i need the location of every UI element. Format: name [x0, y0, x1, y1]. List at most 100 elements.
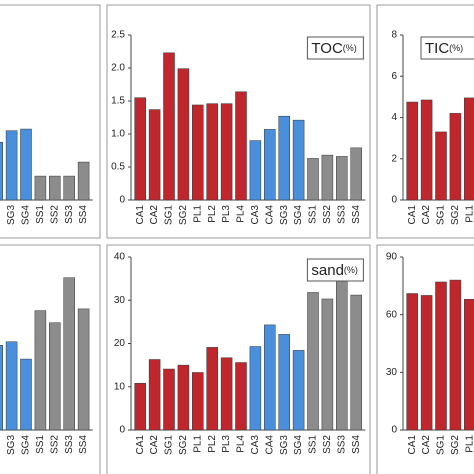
bar — [5, 341, 18, 431]
bar — [192, 104, 204, 201]
title-text: TIC — [425, 40, 449, 57]
x-tick-label: SS2 — [322, 435, 333, 454]
bar — [336, 271, 348, 431]
title-unit: (%) — [343, 43, 357, 53]
x-tick-label: SS3 — [336, 205, 347, 224]
x-tick-label: SS4 — [351, 435, 362, 454]
bar — [77, 161, 90, 201]
x-tick-label: CA1 — [135, 435, 146, 455]
x-tick-label: CA1 — [135, 205, 146, 225]
panel-frame — [106, 244, 371, 474]
x-tick-label: SS1 — [35, 205, 46, 224]
bar — [206, 103, 218, 201]
bar — [336, 156, 348, 201]
bar — [435, 131, 447, 201]
y-tick-label: 4 — [391, 112, 397, 123]
bar — [278, 334, 290, 431]
y-tick-label: 20 — [114, 338, 126, 349]
bar — [420, 295, 433, 431]
bar — [449, 279, 462, 431]
x-tick-label: CA2 — [149, 435, 160, 455]
y-tick-label: 1.0 — [111, 129, 125, 140]
x-tick-label: CA2 — [421, 435, 432, 455]
x-tick-label: SS1 — [35, 435, 46, 454]
x-tick-label: CA1 — [407, 435, 418, 455]
bar — [163, 52, 175, 201]
bar — [350, 294, 362, 431]
x-tick-label: SG3 — [6, 435, 17, 455]
y-tick-label: 2.0 — [111, 63, 125, 74]
x-tick-label: SS2 — [49, 205, 60, 224]
y-tick-label: 30 — [386, 367, 398, 378]
x-tick-label: PL2 — [207, 435, 218, 453]
y-tick-label: 6 — [391, 71, 397, 82]
bar — [20, 358, 32, 431]
bar — [134, 97, 146, 201]
y-tick-label: 0 — [391, 425, 397, 436]
x-tick-label: SG2 — [178, 435, 189, 455]
x-tick-label: SG2 — [450, 205, 461, 225]
bar — [406, 293, 418, 431]
x-tick-label: PL4 — [236, 435, 247, 453]
x-tick-label: SS4 — [78, 205, 89, 224]
x-tick-label: SG4 — [293, 435, 304, 455]
y-tick-label: 30 — [114, 295, 126, 306]
bar — [63, 175, 75, 201]
bar — [235, 362, 247, 431]
x-tick-label: SS4 — [78, 435, 89, 454]
bar — [464, 299, 474, 431]
panel-frame — [106, 4, 371, 239]
x-tick-label: PL3 — [221, 435, 232, 453]
panel-frame — [376, 4, 474, 239]
x-tick-label: SS3 — [64, 435, 75, 454]
y-tick-label: 40 — [114, 252, 126, 263]
x-tick-label: SG1 — [164, 205, 175, 225]
x-tick-label: PL3 — [221, 205, 232, 223]
bar — [435, 281, 447, 431]
y-tick-label: 2 — [391, 153, 397, 164]
bar — [34, 310, 47, 431]
title-text: sand — [311, 262, 344, 279]
bar — [220, 103, 233, 201]
bar — [5, 130, 18, 201]
x-tick-label: CA2 — [421, 205, 432, 225]
bar — [220, 357, 233, 431]
x-tick-label: SG1 — [436, 205, 447, 225]
bar — [148, 109, 161, 201]
x-tick-label: CA3 — [250, 205, 261, 225]
x-tick-label: PL1 — [464, 435, 474, 453]
x-tick-label: SG3 — [279, 205, 290, 225]
bar — [292, 350, 305, 431]
panel-title: sand(%) — [311, 262, 358, 279]
x-tick-label: SG2 — [178, 205, 189, 225]
x-tick-label: SG4 — [21, 205, 32, 225]
x-tick-label: PL1 — [192, 435, 203, 453]
x-tick-label: SS4 — [351, 205, 362, 224]
y-tick-label: 1.5 — [111, 96, 125, 107]
y-tick-label: 10 — [114, 381, 126, 392]
bar — [49, 175, 61, 201]
y-tick-label: 2.5 — [111, 30, 125, 41]
x-tick-label: CA3 — [250, 435, 261, 455]
bar — [264, 129, 276, 201]
bar — [449, 113, 462, 201]
bar — [321, 154, 334, 201]
bar — [77, 308, 90, 431]
y-tick-label: 0.5 — [111, 162, 125, 173]
y-tick-label: 0 — [391, 195, 397, 206]
panel-frame — [0, 244, 101, 474]
x-tick-label: SG4 — [21, 435, 32, 455]
y-tick-label: 60 — [386, 309, 398, 320]
bar — [264, 324, 276, 431]
bar — [307, 158, 319, 201]
bar — [420, 99, 433, 201]
x-tick-label: CA2 — [149, 205, 160, 225]
bar — [249, 140, 262, 201]
y-tick-label: 0 — [119, 425, 125, 436]
bar — [321, 298, 334, 431]
title-box — [420, 36, 474, 60]
x-tick-label: SG3 — [6, 205, 17, 225]
bar — [192, 372, 204, 431]
x-tick-label: SG4 — [293, 205, 304, 225]
